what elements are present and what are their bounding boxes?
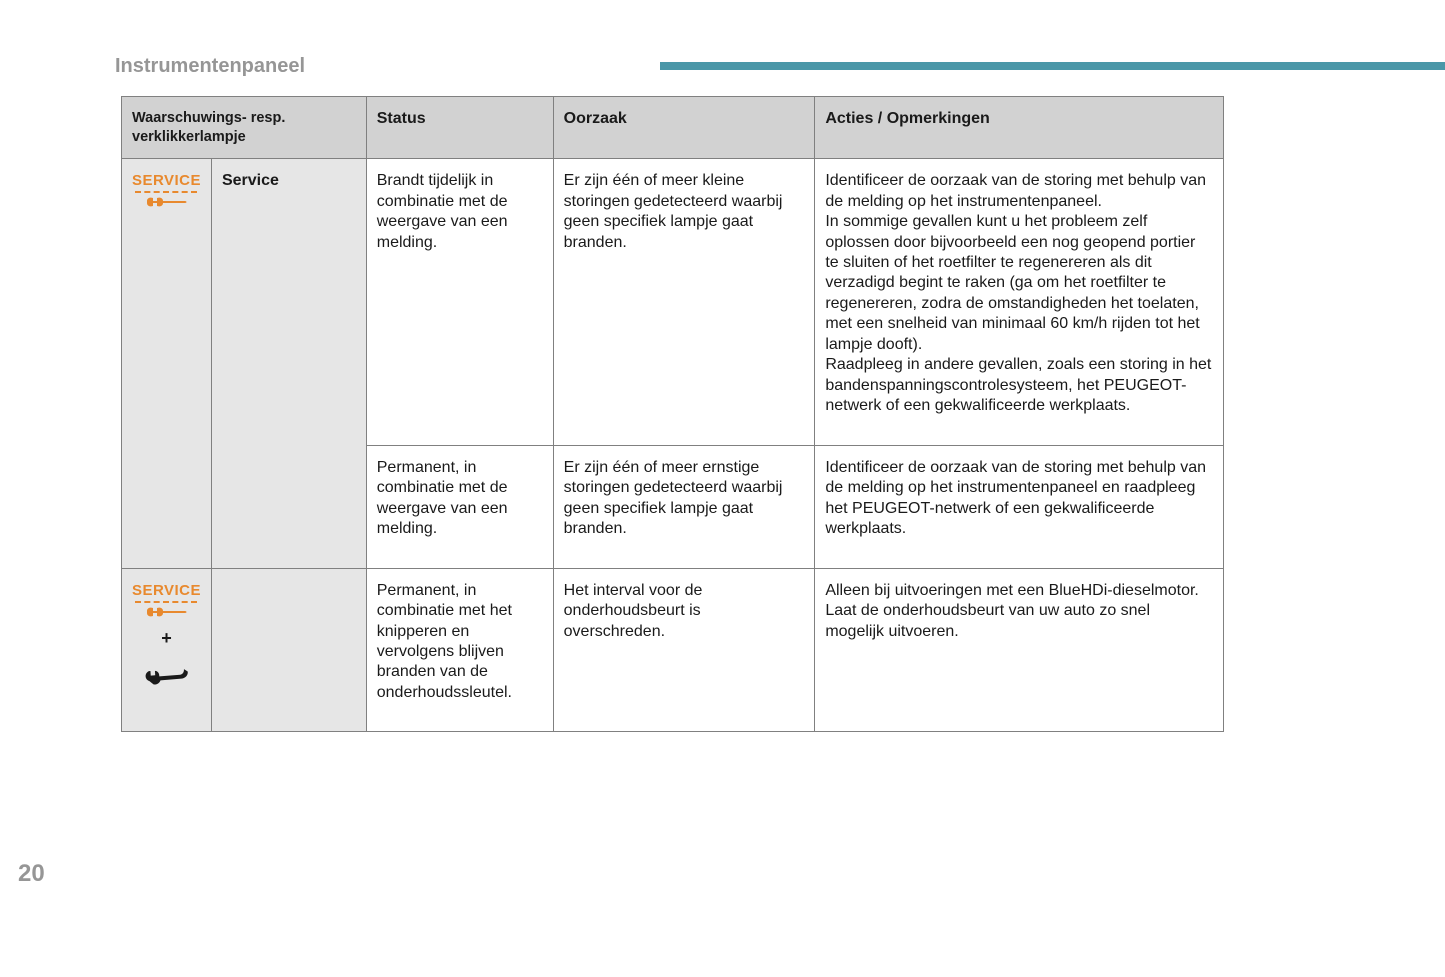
table-row: SERVICE Service Brandt tijdelijk in comb… — [122, 159, 1224, 446]
plus-icon: + — [128, 627, 205, 650]
cell-icon: SERVICE — [122, 159, 212, 569]
maintenance-wrench-icon — [141, 658, 191, 694]
service-plus-wrench-icon: SERVICE + — [128, 581, 205, 694]
dash-line-icon — [135, 601, 197, 603]
cell-name: Service — [211, 159, 366, 569]
cell-action: Identificeer de oorzaak van de storing m… — [815, 445, 1224, 568]
th-lamp: Waarschuwings- resp. verklikkerlampje — [122, 97, 367, 159]
cell-status: Permanent, in combinatie met de weergave… — [366, 445, 553, 568]
cell-cause: Het interval voor de onderhoudsbeurt is … — [553, 568, 815, 732]
wrench-icon — [143, 605, 189, 619]
cell-icon: SERVICE + — [122, 568, 212, 732]
service-icon-label: SERVICE — [128, 171, 205, 190]
cell-status: Permanent, in combinatie met het knipper… — [366, 568, 553, 732]
th-status: Status — [366, 97, 553, 159]
table-row: SERVICE + Permanent, in — [122, 568, 1224, 732]
cell-action: Alleen bij uitvoeringen met een BlueHDi-… — [815, 568, 1224, 732]
warning-lamp-table: Waarschuwings- resp. verklikkerlampje St… — [121, 96, 1224, 732]
service-icon: SERVICE — [128, 171, 205, 209]
cell-status: Brandt tijdelijk in combinatie met de we… — [366, 159, 553, 446]
header-accent-bar — [660, 62, 1445, 70]
cell-name — [211, 568, 366, 732]
service-icon-label: SERVICE — [128, 581, 205, 600]
cell-action: Identificeer de oorzaak van de storing m… — [815, 159, 1224, 446]
th-cause: Oorzaak — [553, 97, 815, 159]
dash-line-icon — [135, 191, 197, 193]
cell-cause: Er zijn één of meer ernstige storingen g… — [553, 445, 815, 568]
wrench-icon — [143, 195, 189, 209]
cell-cause: Er zijn één of meer kleine storingen ged… — [553, 159, 815, 446]
page-number: 20 — [18, 860, 45, 888]
th-action: Acties / Opmerkingen — [815, 97, 1224, 159]
